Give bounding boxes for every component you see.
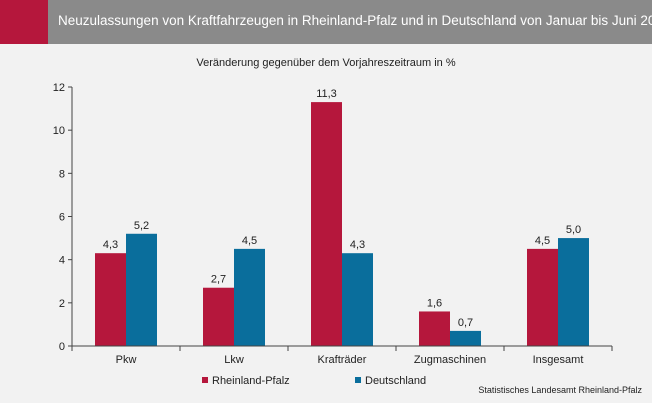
- y-tick-label: 8: [59, 168, 65, 180]
- data-label: 4,5: [535, 235, 550, 247]
- y-tick-label: 12: [53, 82, 65, 94]
- x-tick-label: Pkw: [116, 354, 137, 366]
- y-tick-label: 2: [59, 298, 65, 310]
- legend-swatch: [202, 377, 208, 383]
- data-label: 4,3: [350, 239, 365, 251]
- bars: 4,3 2,7 11,3 1,6 4,5 5,2 4,5 4,3 0,7 5,0: [95, 88, 589, 346]
- data-label: 4,5: [242, 235, 257, 247]
- bar: [450, 330, 481, 346]
- bar: [419, 311, 450, 346]
- bar: [527, 248, 558, 346]
- bar: [203, 287, 234, 346]
- legend-label: Deutschland: [365, 375, 426, 387]
- legend-label: Rheinland-Pfalz: [212, 375, 290, 387]
- x-axis: Pkw Lkw Krafträder Zugmaschinen Insgesamt: [71, 345, 613, 366]
- y-tick-label: 10: [53, 125, 65, 137]
- bar: [342, 253, 373, 346]
- y-axis: 0 2 4 6 8 10 12: [53, 82, 73, 353]
- page-title: Neuzulassungen von Kraftfahrzeugen in Rh…: [58, 13, 652, 28]
- x-tick-label: Krafträder: [318, 354, 367, 366]
- y-tick-label: 4: [59, 255, 65, 267]
- source-note: Statistisches Landesamt Rheinland-Pfalz: [478, 385, 642, 395]
- bar: [234, 248, 265, 346]
- data-label: 2,7: [211, 274, 226, 286]
- legend-swatch: [355, 377, 361, 383]
- title-bar: Neuzulassungen von Kraftfahrzeugen in Rh…: [0, 0, 652, 44]
- data-label: 11,3: [316, 88, 337, 100]
- chart-title: Veränderung gegenüber dem Vorjahreszeitr…: [196, 57, 455, 69]
- bar: [126, 233, 157, 346]
- y-tick-label: 6: [59, 212, 65, 224]
- bar: [311, 102, 342, 346]
- bar: [558, 238, 589, 346]
- y-tick-label: 0: [59, 341, 65, 353]
- bar-chart: Veränderung gegenüber dem Vorjahreszeitr…: [53, 57, 613, 387]
- x-tick-label: Lkw: [224, 354, 244, 366]
- data-label: 0,7: [458, 317, 473, 329]
- x-tick-label: Zugmaschinen: [414, 354, 486, 366]
- data-label: 5,0: [566, 224, 581, 236]
- data-label: 1,6: [427, 297, 442, 309]
- legend: Rheinland-Pfalz Deutschland: [202, 375, 426, 387]
- x-tick-label: Insgesamt: [533, 354, 584, 366]
- bar: [95, 253, 126, 346]
- data-label: 4,3: [103, 239, 118, 251]
- data-label: 5,2: [134, 220, 149, 232]
- title-accent: [0, 0, 48, 44]
